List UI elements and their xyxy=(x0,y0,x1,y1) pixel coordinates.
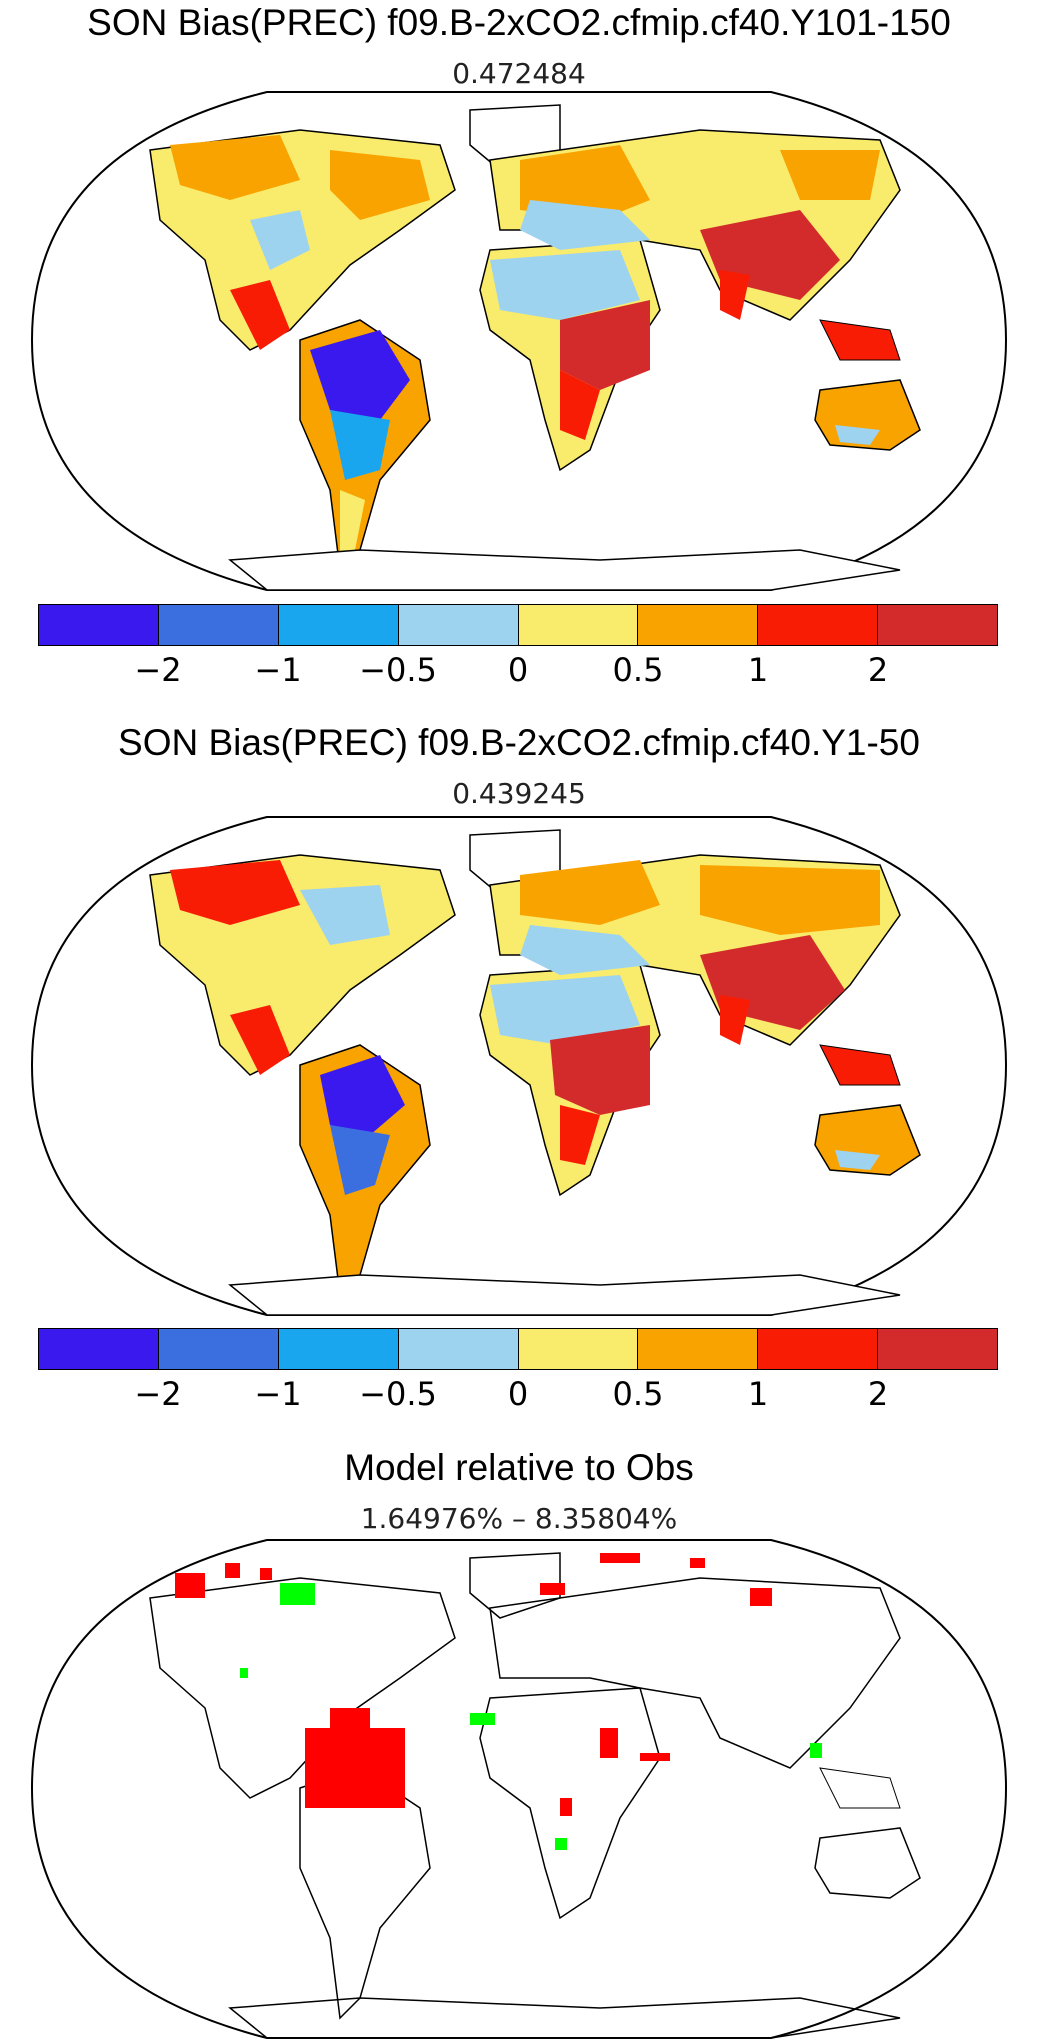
panel-2-global-mean: 0.439245 xyxy=(452,777,586,810)
colorbar-tick: −2 xyxy=(134,651,182,689)
panel-3-percent-range: 1.64976% – 8.35804% xyxy=(360,1502,678,1535)
colorbar-tick: 2 xyxy=(867,651,889,689)
colorbar-tick: 1 xyxy=(747,1375,769,1413)
colorbar-tick: −0.5 xyxy=(359,651,437,689)
colorbar-1-ticks: −2 −1 −0.5 0 0.5 1 2 xyxy=(38,650,998,690)
colorbar-tick: −1 xyxy=(254,1375,302,1413)
significance-map xyxy=(30,1539,1008,2039)
colorbar-2 xyxy=(38,1328,998,1370)
bias-map-y101-150 xyxy=(30,91,1008,591)
colorbar-tick: 0 xyxy=(507,651,529,689)
panel-2-title: SON Bias(PREC) f09.B-2xCO2.cfmip.cf40.Y1… xyxy=(118,722,920,763)
bias-map-y1-50 xyxy=(30,816,1008,1316)
colorbar-tick: 1 xyxy=(747,651,769,689)
colorbar-2-ticks: −2 −1 −0.5 0 0.5 1 2 xyxy=(38,1374,998,1414)
colorbar-tick: −2 xyxy=(134,1375,182,1413)
colorbar-1 xyxy=(38,604,998,646)
panel-3-title: Model relative to Obs xyxy=(344,1447,694,1488)
colorbar-tick: −1 xyxy=(254,651,302,689)
colorbar-tick: 0.5 xyxy=(612,1375,664,1413)
colorbar-tick: 0.5 xyxy=(612,651,664,689)
colorbar-tick: 2 xyxy=(867,1375,889,1413)
colorbar-tick: 0 xyxy=(507,1375,529,1413)
panel-1-title: SON Bias(PREC) f09.B-2xCO2.cfmip.cf40.Y1… xyxy=(87,2,951,43)
colorbar-tick: −0.5 xyxy=(359,1375,437,1413)
panel-1-global-mean: 0.472484 xyxy=(452,57,586,90)
